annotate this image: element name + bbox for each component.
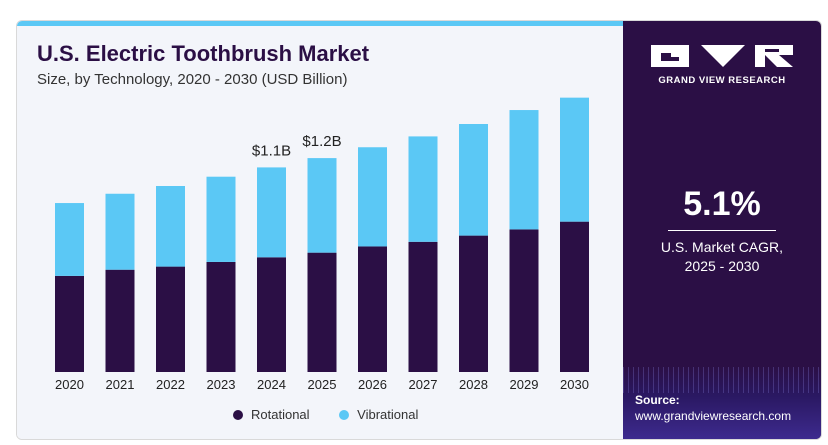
bar-rotational-2023 [206, 261, 236, 372]
legend-swatch-vibrational [339, 410, 350, 420]
bar-vibrational-2028 [459, 124, 488, 236]
cagr-label-line1: U.S. Market CAGR, [660, 239, 784, 255]
accent-bar [17, 21, 623, 26]
data-label-2025: $1.2B [302, 133, 341, 150]
bar-vibrational-2022 [156, 186, 185, 267]
cagr-divider [668, 230, 776, 231]
bar-rotational-2028 [459, 235, 488, 372]
source-label: Source: [635, 393, 680, 407]
bar-rotational-2022 [156, 266, 185, 372]
x-tick-label: 2024 [257, 377, 286, 392]
cagr-label-line2: 2025 - 2030 [684, 258, 760, 274]
bar-rotational-2026 [358, 246, 387, 372]
legend-label-rotational: Rotational [251, 407, 310, 422]
chart-subtitle: Size, by Technology, 2020 - 2030 (USD Bi… [37, 71, 348, 88]
x-tick-label: 2023 [207, 377, 236, 392]
bar-chart: 2020 2021 2022 2023 2024 $1.1B 2025 $1.2B 2026 20… [55, 97, 589, 392]
x-tick-label: 2020 [55, 377, 84, 392]
source-decoration [623, 367, 821, 393]
info-panel: GRAND VIEW RESEARCH 5.1% U.S. Market CAG… [623, 21, 821, 439]
chart-panel: U.S. Electric Toothbrush Market Size, by… [17, 21, 623, 439]
cagr-label: U.S. Market CAGR, 2025 - 2030 [623, 238, 821, 276]
chart-title: U.S. Electric Toothbrush Market [37, 41, 370, 66]
source-box: Source: www.grandviewresearch.com [623, 367, 821, 439]
bar-rotational-2030 [560, 221, 589, 372]
x-tick-label: 2030 [560, 377, 589, 392]
x-tick-label: 2028 [459, 377, 488, 392]
legend-label-vibrational: Vibrational [357, 407, 419, 422]
bar-vibrational-2020 [55, 203, 84, 276]
x-tick-label: 2026 [358, 377, 387, 392]
legend-item-rotational: Rotational [233, 407, 310, 422]
bar-rotational-2025 [307, 252, 337, 372]
bar-vibrational-2026 [358, 147, 387, 247]
x-tick-label: 2025 [308, 377, 337, 392]
logo-text: GRAND VIEW RESEARCH [658, 75, 786, 86]
cagr-value: 5.1% [683, 185, 761, 223]
legend-item-vibrational: Vibrational [339, 407, 418, 422]
bar-vibrational-2030 [560, 97, 589, 222]
chart-card: U.S. Electric Toothbrush Market Size, by… [16, 20, 822, 440]
bar-vibrational-2027 [408, 136, 438, 242]
chart-legend: Rotational Vibrational [233, 407, 444, 427]
x-tick-label: 2029 [510, 377, 539, 392]
bar-vibrational-2025 [307, 158, 337, 253]
gvr-logo-icon [651, 45, 793, 67]
x-tick-label: 2021 [106, 377, 135, 392]
x-tick-label: 2022 [156, 377, 185, 392]
bar-rotational-2024 [257, 257, 286, 372]
bar-rotational-2027 [408, 241, 438, 372]
source-url[interactable]: www.grandviewresearch.com [635, 409, 792, 423]
legend-swatch-rotational [233, 410, 243, 420]
bar-vibrational-2029 [509, 110, 539, 230]
bar-vibrational-2021 [105, 193, 135, 270]
bar-rotational-2029 [509, 229, 539, 372]
bar-rotational-2021 [105, 269, 135, 372]
bar-vibrational-2024 [257, 167, 286, 258]
bar-rotational-2020 [55, 275, 84, 372]
x-tick-label: 2027 [409, 377, 438, 392]
data-label-2024: $1.1B [252, 142, 291, 159]
bar-vibrational-2023 [206, 176, 236, 262]
